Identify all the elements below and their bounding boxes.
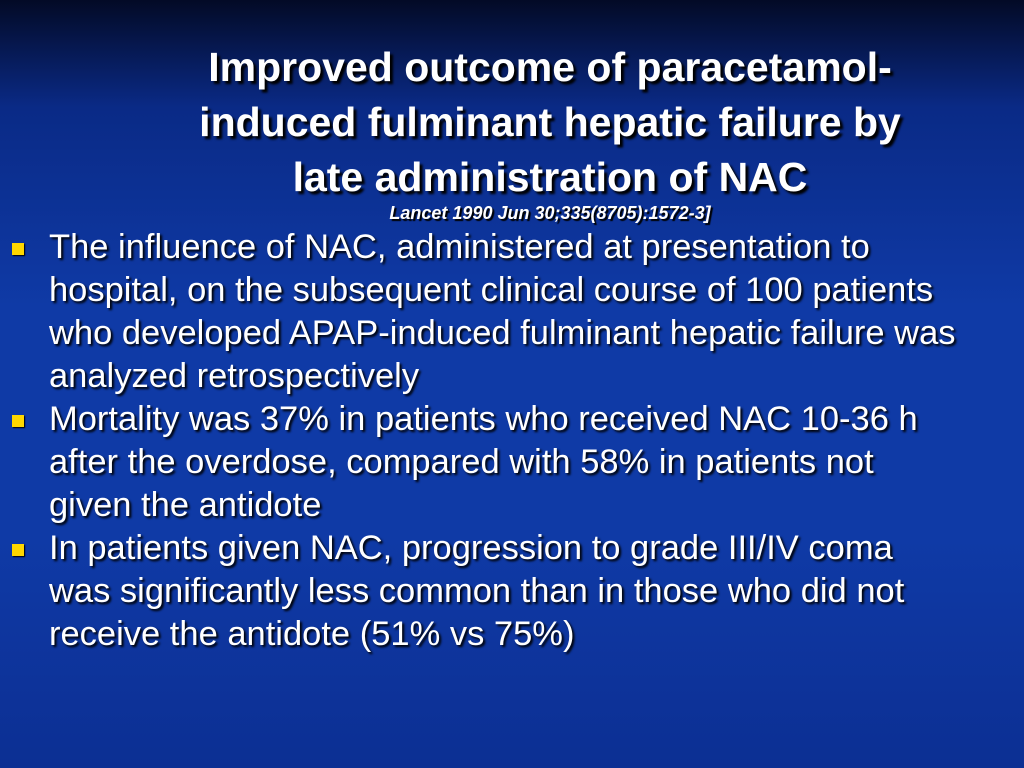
bullet-text: The influence of NAC, administered at pr…: [49, 228, 956, 395]
bullet-item: In patients given NAC, progression to gr…: [0, 527, 960, 656]
bullet-marker: [12, 415, 24, 427]
bullet-item: The influence of NAC, administered at pr…: [0, 226, 960, 398]
title-line: Improved outcome of paracetamol-: [208, 44, 892, 90]
bullet-list: The influence of NAC, administered at pr…: [0, 226, 960, 656]
citation: Lancet 1990 Jun 30;335(8705):1572-3]: [389, 203, 711, 223]
title-line: late administration of NAC: [292, 154, 808, 200]
bullet-text: Mortality was 37% in patients who receiv…: [49, 400, 918, 524]
bullet-marker: [12, 243, 24, 255]
title-line: induced fulminant hepatic failure by: [199, 99, 901, 145]
bullet-marker: [12, 544, 24, 556]
bullet-item: Mortality was 37% in patients who receiv…: [0, 398, 960, 527]
bullet-text: In patients given NAC, progression to gr…: [49, 529, 905, 653]
slide-title: Improved outcome of paracetamol-induced …: [130, 40, 970, 205]
